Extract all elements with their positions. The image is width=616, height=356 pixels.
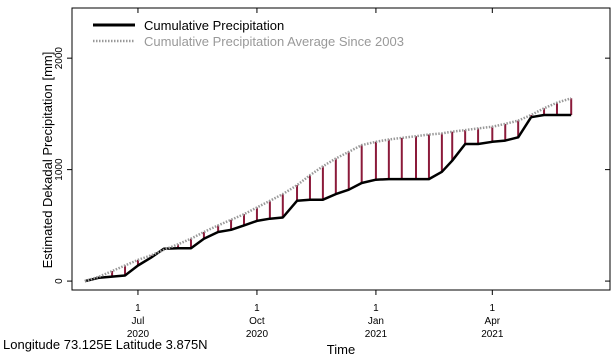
x-axis-title: Time — [327, 342, 355, 356]
x-tick-label-month: Apr — [485, 316, 501, 327]
y-tick-label: 1000 — [54, 158, 65, 181]
y-tick-label: 2000 — [54, 47, 65, 70]
legend-label-cumulative: Cumulative Precipitation — [144, 18, 284, 33]
x-tick-label-day: 1 — [254, 303, 260, 314]
legend: Cumulative Precipitation Cumulative Prec… — [93, 18, 404, 49]
x-tick-label-month: Oct — [249, 316, 265, 327]
difference-bars — [98, 98, 573, 278]
series-lines — [84, 97, 572, 283]
plot-border — [71, 7, 611, 291]
x-tick-label-year: 2021 — [481, 329, 504, 340]
legend-label-average: Cumulative Precipitation Average Since 2… — [144, 34, 404, 49]
x-tick-label-month: Jul — [132, 316, 145, 327]
x-tick-label-day: 1 — [373, 303, 379, 314]
x-tick-label-year: 2021 — [365, 329, 388, 340]
x-tick-label-day: 1 — [135, 303, 141, 314]
series-line-average — [84, 97, 572, 283]
x-tick-label-year: 2020 — [246, 329, 269, 340]
series-line-cumulative — [84, 113, 572, 283]
x-tick-label-day: 1 — [490, 303, 496, 314]
x-tick-label-year: 2020 — [127, 329, 150, 340]
plot-frame — [71, 7, 611, 291]
y-axis-title: Estimated Dekadal Precipitation [mm] — [40, 52, 55, 269]
x-tick-label-month: Jan — [368, 316, 384, 327]
location-label: Longitude 73.125E Latitude 3.875N — [3, 337, 208, 352]
y-tick-label: 0 — [54, 278, 65, 284]
axis-ticks: 0 1000 2000 1 Jul 2020 1 Oct 2020 1 Jan 2021 1 Apr 202… — [54, 8, 610, 340]
